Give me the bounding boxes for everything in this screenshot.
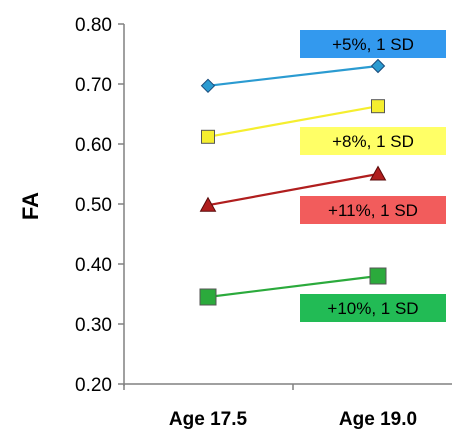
data-point-square: [201, 129, 215, 144]
series-1: [200, 58, 386, 94]
y-tick-label: 0.30: [75, 315, 112, 336]
x-category-label: Age 17.5: [169, 409, 248, 430]
series-line: [207, 64, 379, 87]
series-group: [199, 58, 387, 306]
series-line: [207, 172, 379, 207]
y-axis: 0.20 0.30 0.40 0.50 0.60 0.70 0.80: [75, 15, 125, 396]
series-3: [199, 165, 387, 212]
series-line: [207, 105, 379, 138]
data-point-square: [369, 267, 387, 285]
x-category-label: Age 19.0: [339, 409, 417, 430]
series-2: [201, 99, 385, 144]
data-point-diamond: [200, 78, 216, 94]
data-point-square: [199, 288, 217, 306]
annotation-label: +5%, 1 SD: [332, 35, 414, 54]
y-tick-label: 0.40: [75, 255, 112, 276]
series-4: [199, 267, 387, 306]
data-point-triangle: [369, 165, 387, 181]
annotation-label: +8%, 1 SD: [332, 132, 414, 151]
annotation-box: [300, 294, 446, 322]
series-line: [207, 274, 379, 299]
annotation-box: [300, 127, 446, 155]
annotation-box: [300, 196, 446, 224]
data-point-diamond: [370, 58, 386, 74]
annotation-box: [300, 30, 446, 58]
y-axis-title: FA: [18, 192, 43, 220]
data-point-triangle: [199, 196, 217, 212]
y-tick-label: 0.50: [75, 195, 112, 216]
y-tick-label: 0.20: [75, 375, 112, 396]
x-axis: Age 17.5 Age 19.0: [123, 383, 452, 430]
y-tick-label: 0.70: [75, 75, 112, 96]
y-tick-label: 0.60: [75, 135, 112, 156]
annotations: +5%, 1 SD +8%, 1 SD +11%, 1 SD +10%, 1 SD: [300, 30, 446, 322]
annotation-label: +10%, 1 SD: [327, 299, 418, 318]
data-point-square: [371, 99, 385, 114]
annotation-label: +11%, 1 SD: [328, 201, 418, 220]
y-tick-label: 0.80: [75, 15, 112, 36]
